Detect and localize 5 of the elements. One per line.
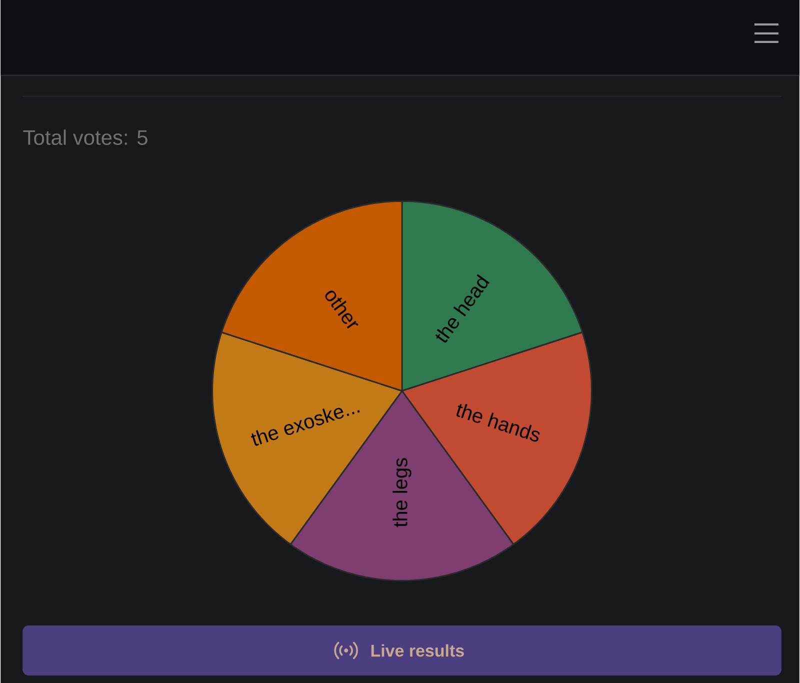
chart-subtitle: Total votes: 5 — [23, 130, 148, 145]
slice-label: the exoske... — [250, 408, 360, 446]
text: Live results — [371, 644, 464, 657]
slice-label: the hands — [456, 404, 540, 442]
slice-label: the legs — [392, 458, 412, 528]
